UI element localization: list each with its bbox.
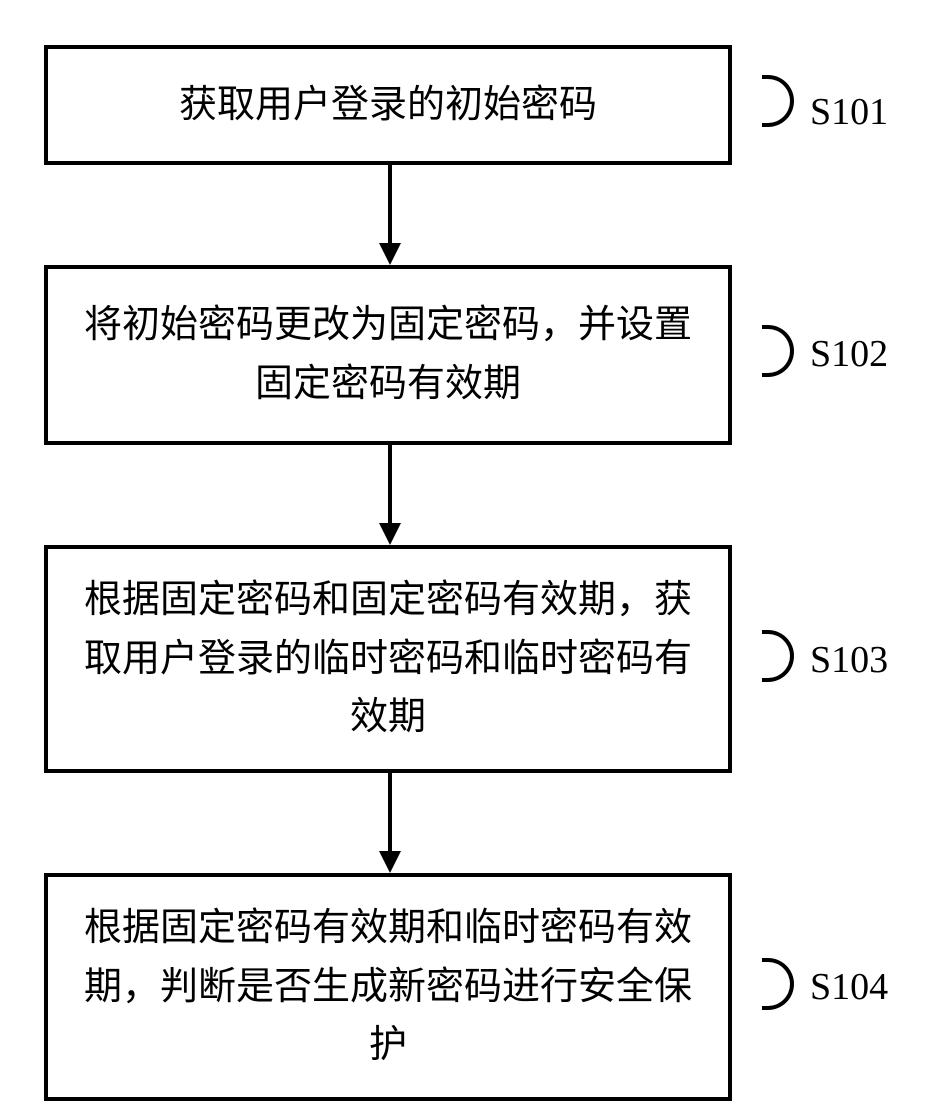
step-box-4: 根据固定密码有效期和临时密码有效期，判断是否生成新密码进行安全保护 bbox=[44, 873, 732, 1101]
step-label-3: S103 bbox=[810, 638, 888, 682]
connector-mark-2 bbox=[762, 325, 794, 377]
arrow-head-1 bbox=[379, 243, 401, 265]
step-box-3: 根据固定密码和固定密码有效期，获取用户登录的临时密码和临时密码有效期 bbox=[44, 545, 732, 773]
arrow-line-3 bbox=[388, 773, 392, 851]
step-text-4: 根据固定密码有效期和临时密码有效期，判断是否生成新密码进行安全保护 bbox=[72, 899, 704, 1076]
connector-mark-1 bbox=[762, 75, 794, 127]
step-text-1: 获取用户登录的初始密码 bbox=[179, 76, 597, 135]
step-box-2: 将初始密码更改为固定密码，并设置固定密码有效期 bbox=[44, 265, 732, 445]
connector-mark-4 bbox=[762, 958, 794, 1010]
arrow-head-3 bbox=[379, 851, 401, 873]
arrow-head-2 bbox=[379, 523, 401, 545]
arrow-line-2 bbox=[388, 445, 392, 523]
step-box-1: 获取用户登录的初始密码 bbox=[44, 45, 732, 165]
step-text-3: 根据固定密码和固定密码有效期，获取用户登录的临时密码和临时密码有效期 bbox=[72, 571, 704, 748]
step-text-2: 将初始密码更改为固定密码，并设置固定密码有效期 bbox=[72, 296, 704, 414]
step-label-4: S104 bbox=[810, 965, 888, 1009]
step-label-1: S101 bbox=[810, 90, 888, 134]
step-label-2: S102 bbox=[810, 332, 888, 376]
flowchart-container: 获取用户登录的初始密码 S101 将初始密码更改为固定密码，并设置固定密码有效期… bbox=[0, 0, 926, 1000]
connector-mark-3 bbox=[762, 630, 794, 682]
arrow-line-1 bbox=[388, 165, 392, 243]
